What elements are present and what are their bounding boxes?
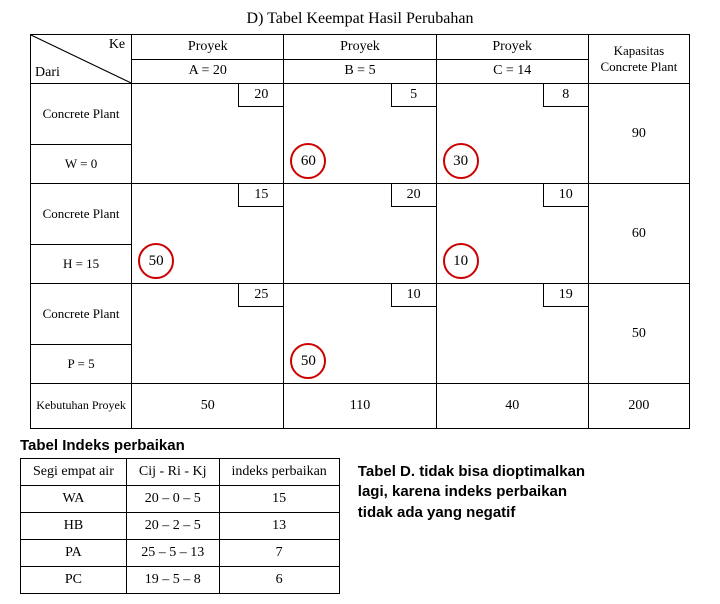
- cost: 20: [238, 84, 283, 107]
- table-row: PC 19 – 5 – 8 6: [21, 567, 340, 594]
- cell-pb: 10 50: [284, 284, 436, 384]
- row-sub: H = 15: [31, 245, 132, 284]
- cell: 19 – 5 – 8: [126, 567, 219, 594]
- idx-h1: Segi empat air: [21, 459, 127, 486]
- cap: 50: [588, 284, 689, 384]
- cell: 20 – 0 – 5: [126, 486, 219, 513]
- corner-ke: Ke: [109, 37, 125, 53]
- cell: WA: [21, 486, 127, 513]
- corner-dari: Dari: [35, 65, 60, 81]
- index-table: Segi empat air Cij - Ri - Kj indeks perb…: [20, 458, 340, 594]
- corner-cell: Ke Dari: [31, 35, 132, 84]
- cell: 6: [219, 567, 339, 594]
- allocation: 30: [443, 143, 479, 179]
- cell: 7: [219, 540, 339, 567]
- cost: 5: [391, 84, 436, 107]
- idx-h2: Cij - Ri - Kj: [126, 459, 219, 486]
- cost: 25: [238, 284, 283, 307]
- bottom-b: 110: [284, 384, 436, 429]
- cell-ha: 15 50: [132, 184, 284, 284]
- cell: PA: [21, 540, 127, 567]
- cell: 15: [219, 486, 339, 513]
- cap: 60: [588, 184, 689, 284]
- cost: 8: [543, 84, 588, 107]
- transport-table: Ke Dari Proyek Proyek Proyek Kapasitas C…: [30, 34, 690, 429]
- cost: 10: [391, 284, 436, 307]
- bottom-a: 50: [132, 384, 284, 429]
- cell-pa: 25: [132, 284, 284, 384]
- col-a-head: Proyek: [132, 35, 284, 60]
- bottom-total: 200: [588, 384, 689, 429]
- row-sub: P = 5: [31, 345, 132, 384]
- bottom-label: Kebutuhan Proyek: [31, 384, 132, 429]
- caption-text: Tabel D. tidak bisa dioptimalkan lagi, k…: [358, 458, 598, 523]
- cost: 19: [543, 284, 588, 307]
- cell: PC: [21, 567, 127, 594]
- table-row: HB 20 – 2 – 5 13: [21, 513, 340, 540]
- allocation: 50: [138, 243, 174, 279]
- row-label: Concrete Plant: [31, 284, 132, 345]
- cost: 10: [543, 184, 588, 207]
- index-title: Tabel Indeks perbaikan: [20, 437, 700, 454]
- col-c-sub: C = 14: [436, 59, 588, 84]
- cell: 13: [219, 513, 339, 540]
- cost: 15: [238, 184, 283, 207]
- col-c-head: Proyek: [436, 35, 588, 60]
- row-label: Concrete Plant: [31, 84, 132, 145]
- col-b-head: Proyek: [284, 35, 436, 60]
- table-row: PA 25 – 5 – 13 7: [21, 540, 340, 567]
- cell: 20 – 2 – 5: [126, 513, 219, 540]
- page-title: D) Tabel Keempat Hasil Perubahan: [20, 10, 700, 28]
- row-label: Concrete Plant: [31, 184, 132, 245]
- col-a-sub: A = 20: [132, 59, 284, 84]
- allocation: 10: [443, 243, 479, 279]
- allocation: 50: [290, 343, 326, 379]
- col-b-sub: B = 5: [284, 59, 436, 84]
- table-row: WA 20 – 0 – 5 15: [21, 486, 340, 513]
- cell-wa: 20: [132, 84, 284, 184]
- cell-hc: 10 10: [436, 184, 588, 284]
- cell: HB: [21, 513, 127, 540]
- bottom-c: 40: [436, 384, 588, 429]
- allocation: 60: [290, 143, 326, 179]
- cost: 20: [391, 184, 436, 207]
- cell-pc: 19: [436, 284, 588, 384]
- idx-h3: indeks perbaikan: [219, 459, 339, 486]
- row-sub: W = 0: [31, 145, 132, 184]
- cell: 25 – 5 – 13: [126, 540, 219, 567]
- cap: 90: [588, 84, 689, 184]
- cell-wb: 5 60: [284, 84, 436, 184]
- cell-hb: 20: [284, 184, 436, 284]
- cell-wc: 8 30: [436, 84, 588, 184]
- col-cap-head: Kapasitas Concrete Plant: [588, 35, 689, 84]
